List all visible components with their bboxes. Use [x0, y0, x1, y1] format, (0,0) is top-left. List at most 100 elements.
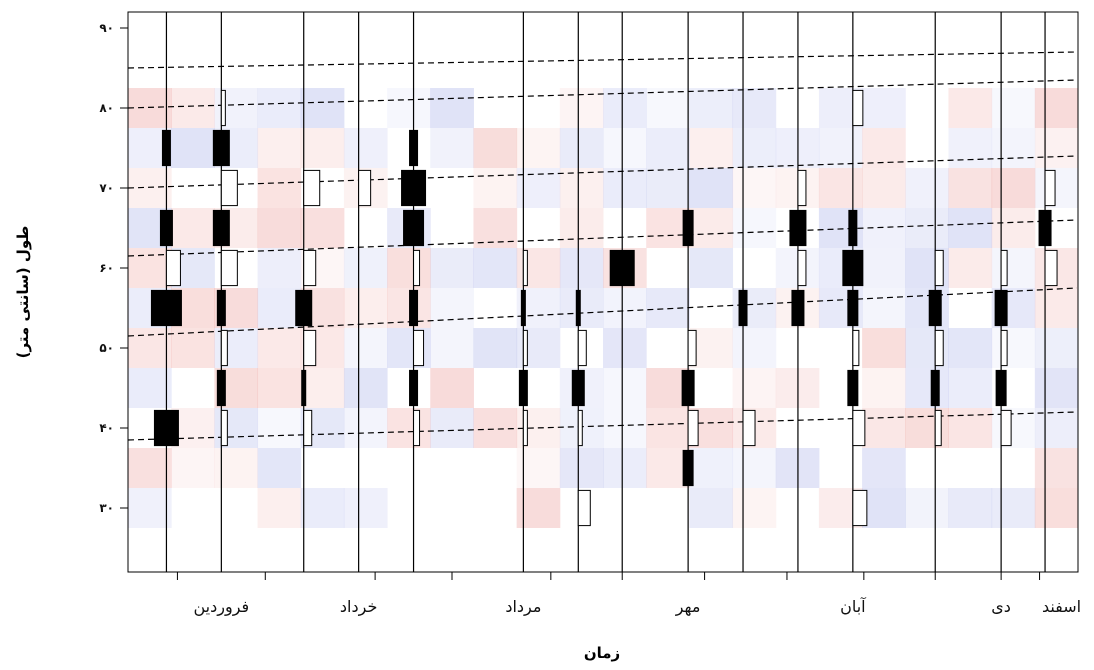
heat-cell: [732, 168, 777, 208]
frequency-bar: [934, 249, 944, 287]
heat-cell: [948, 128, 993, 168]
y-tick-label: ۹۰: [99, 21, 114, 35]
heat-cell: [603, 448, 647, 488]
heat-cell: [300, 208, 345, 248]
frequency-bar: [212, 209, 230, 247]
heat-cell: [300, 88, 345, 128]
y-tick-label: ۷۰: [99, 181, 114, 195]
heat-cell: [430, 288, 474, 328]
heat-cell: [732, 488, 777, 528]
heat-cell: [646, 408, 690, 448]
frequency-bar: [1000, 409, 1012, 447]
heat-cell: [257, 448, 302, 488]
heat-cell: [689, 128, 734, 168]
heat-cell: [387, 88, 431, 128]
heat-cell: [991, 88, 1036, 128]
y-tick-label: ۶۰: [99, 261, 114, 275]
cohort-line: [127, 287, 1077, 337]
heat-cell: [689, 88, 734, 128]
heat-cell: [646, 448, 690, 488]
plot-frame: [127, 11, 1079, 573]
frequency-bar: [303, 409, 313, 447]
frequency-bar: [791, 289, 805, 327]
heat-cell: [948, 248, 993, 288]
frequency-bar: [842, 249, 864, 287]
heat-cell: [862, 368, 906, 408]
frequency-bar: [852, 489, 868, 527]
frequency-bar: [847, 369, 859, 407]
frequency-bar: [1044, 249, 1058, 287]
heat-cell: [473, 128, 518, 168]
heat-cell: [430, 88, 474, 128]
heat-cell: [473, 328, 518, 368]
heat-cell: [818, 168, 863, 208]
heat-cell: [1034, 128, 1079, 168]
heat-cell: [559, 168, 604, 208]
heat-cell: [991, 128, 1036, 168]
heat-cell: [689, 208, 734, 248]
frequency-bar: [303, 329, 317, 367]
heat-cell: [689, 248, 734, 288]
frequency-bar: [738, 289, 748, 327]
heat-cell: [732, 328, 777, 368]
heat-cell: [991, 248, 1036, 288]
cohort-line: [127, 219, 1077, 257]
heat-cell: [171, 128, 215, 168]
heat-cell: [732, 128, 777, 168]
frequency-bar: [216, 289, 226, 327]
heat-cell: [603, 368, 647, 408]
frequency-bar: [687, 409, 699, 447]
heat-cell: [257, 368, 302, 408]
heat-cell: [905, 208, 949, 248]
heat-cell: [603, 408, 647, 448]
heat-cell: [128, 328, 172, 368]
heat-cell: [559, 288, 604, 328]
heat-cell: [905, 488, 949, 528]
heat-cell: [128, 368, 172, 408]
heat-cell: [862, 488, 906, 528]
heat-cell: [128, 248, 172, 288]
heat-cell: [257, 88, 302, 128]
frequency-bar: [212, 129, 230, 167]
heat-cell: [948, 88, 993, 128]
heat-cell: [473, 168, 518, 208]
heat-cell: [257, 288, 302, 328]
frequency-bar: [577, 489, 591, 527]
frequency-bar: [159, 209, 173, 247]
heat-cell: [171, 448, 215, 488]
frequency-bar: [409, 129, 419, 167]
heat-cell: [689, 448, 734, 488]
length-frequency-samples: [150, 12, 1058, 572]
frequency-bar: [995, 369, 1007, 407]
frequency-bar: [301, 369, 307, 407]
frequency-bar: [934, 409, 942, 447]
heat-cell: [862, 88, 906, 128]
frequency-bar: [577, 329, 587, 367]
heat-cell: [862, 408, 906, 448]
heat-cell: [603, 288, 647, 328]
cohort-line: [127, 155, 1077, 189]
frequency-bar: [413, 249, 421, 287]
heat-cell: [343, 288, 388, 328]
y-tick-label: ۴۰: [99, 421, 114, 435]
frequency-bar: [358, 169, 372, 207]
heat-cell: [991, 488, 1036, 528]
frequency-bar: [994, 289, 1008, 327]
heat-cell: [473, 248, 518, 288]
heat-cell: [732, 88, 777, 128]
heat-cell: [905, 168, 949, 208]
frequency-bar: [220, 249, 238, 287]
heat-cell: [862, 248, 906, 288]
x-tick-label: مرداد: [505, 597, 541, 617]
frequency-bar: [409, 369, 419, 407]
x-axis-ticks: فروردین خرداد مرداد مهر آبان دی اسفند: [176, 572, 1081, 617]
heat-cell: [948, 488, 993, 528]
frequency-bar: [216, 369, 226, 407]
frequency-bar: [928, 289, 942, 327]
heat-cell: [991, 328, 1036, 368]
frequency-bar: [220, 169, 238, 207]
heat-cell: [862, 168, 906, 208]
heat-cell: [257, 168, 302, 208]
frequency-bar: [522, 249, 528, 287]
